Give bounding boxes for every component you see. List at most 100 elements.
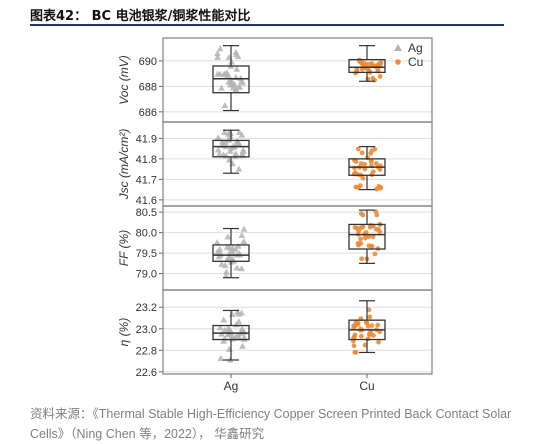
data-point-cu	[376, 183, 382, 189]
data-point-ag	[239, 342, 246, 349]
data-point-ag	[232, 245, 240, 252]
data-point-ag	[218, 138, 226, 145]
y-tick-label: 80.5	[136, 207, 157, 219]
data-point-ag	[223, 268, 230, 275]
panel-4: 22.6 22.8 23.0 23.2 η (%)	[117, 289, 433, 379]
y-tick-label: 41.8	[136, 154, 157, 166]
data-point-ag	[233, 65, 241, 72]
panel-frame	[162, 205, 433, 291]
data-point-ag	[214, 134, 222, 141]
data-point-ag	[221, 261, 229, 268]
data-point-ag	[214, 70, 221, 77]
data-point-ag	[216, 324, 224, 331]
data-point-cu	[369, 243, 375, 249]
y-tick-label: 80.0	[136, 228, 157, 240]
data-point-ag	[226, 147, 234, 154]
data-point-cu	[377, 62, 383, 68]
data-point-cu	[371, 333, 376, 338]
data-point-cu	[356, 228, 362, 234]
data-point-ag	[224, 331, 232, 338]
data-point-ag	[238, 265, 246, 272]
data-point-cu	[372, 146, 378, 152]
y-tick-label: 79.5	[136, 248, 157, 260]
data-point-ag	[217, 355, 225, 362]
legend-label: Cu	[408, 55, 423, 69]
panel-2: 41.6 41.7 41.8 41.9 Jsc (mA/cm²)	[117, 121, 433, 207]
y-tick-label: 686	[139, 107, 157, 119]
box-ag	[212, 244, 250, 262]
title-divider	[30, 24, 504, 26]
box-cu	[348, 58, 386, 74]
data-point-cu	[352, 165, 357, 171]
data-point-ag	[218, 260, 226, 267]
data-point-cu	[352, 349, 358, 355]
y-tick-label: 23.2	[136, 302, 157, 314]
data-point-ag	[220, 316, 228, 323]
data-point-cu	[368, 151, 374, 156]
box-cu	[348, 223, 386, 250]
data-point-ag	[238, 309, 245, 316]
data-point-ag	[213, 238, 221, 245]
data-point-cu	[366, 234, 371, 240]
y-axis-label: Jsc (mA/cm²)	[117, 129, 131, 201]
y-tick-label: 22.6	[136, 367, 157, 379]
y-axis-label: FF (%)	[117, 230, 131, 266]
data-point-ag	[227, 144, 235, 151]
data-point-cu	[355, 146, 361, 152]
figure-title: 图表42： BC 电池银浆/铜浆性能对比	[30, 9, 251, 24]
data-point-cu	[365, 155, 371, 161]
data-point-cu	[372, 251, 378, 257]
data-point-ag	[232, 85, 240, 92]
y-tick-label: 41.7	[136, 174, 157, 186]
data-point-ag	[238, 231, 246, 238]
data-point-ag	[235, 165, 243, 172]
data-point-ag	[225, 324, 232, 331]
data-point-cu	[377, 229, 383, 235]
data-point-cu	[376, 339, 381, 345]
data-point-cu	[373, 226, 379, 232]
data-point-cu	[359, 333, 364, 339]
data-point-ag	[240, 238, 248, 245]
data-point-cu	[360, 212, 366, 218]
data-point-ag	[230, 257, 238, 264]
data-point-ag	[220, 337, 227, 344]
panel-3: 79.0 79.5 80.0 80.5 FF (%)	[117, 205, 433, 291]
data-point-ag	[221, 326, 229, 333]
data-point-ag	[226, 244, 234, 251]
legend-marker-ag	[394, 44, 402, 51]
panel-frame	[162, 289, 433, 375]
y-axis-label: Voc (mV)	[117, 55, 131, 105]
y-axis-label: η (%)	[117, 318, 131, 347]
data-point-ag	[234, 242, 242, 249]
data-point-ag	[236, 83, 243, 90]
data-point-cu	[368, 159, 374, 165]
legend-marker-cu	[395, 59, 401, 65]
data-point-cu	[351, 343, 357, 349]
data-point-ag	[225, 345, 233, 352]
data-point-ag	[221, 128, 228, 135]
data-point-cu	[366, 61, 372, 67]
data-point-cu	[359, 150, 365, 156]
box-ag	[212, 139, 250, 158]
data-point-cu	[373, 161, 379, 166]
data-point-ag	[227, 77, 235, 84]
data-point-cu	[367, 314, 373, 320]
data-point-ag	[226, 253, 233, 260]
data-point-ag	[214, 146, 222, 153]
data-point-cu	[368, 222, 374, 228]
data-point-ag	[222, 272, 230, 279]
data-point-ag	[239, 146, 247, 153]
panel-frame	[162, 121, 433, 207]
data-point-cu	[369, 323, 375, 328]
data-point-ag	[221, 102, 229, 109]
data-point-ag	[218, 84, 225, 91]
data-point-ag	[213, 50, 221, 57]
data-point-ag	[214, 53, 222, 60]
y-tick-label: 41.9	[136, 133, 157, 145]
data-point-ag	[213, 249, 221, 256]
panel-1: 686 688 690 Voc (mV)	[117, 37, 433, 123]
y-tick-label: 688	[139, 81, 157, 93]
y-tick-label: 690	[139, 56, 157, 68]
data-point-cu	[366, 307, 372, 313]
data-point-cu	[375, 322, 381, 328]
